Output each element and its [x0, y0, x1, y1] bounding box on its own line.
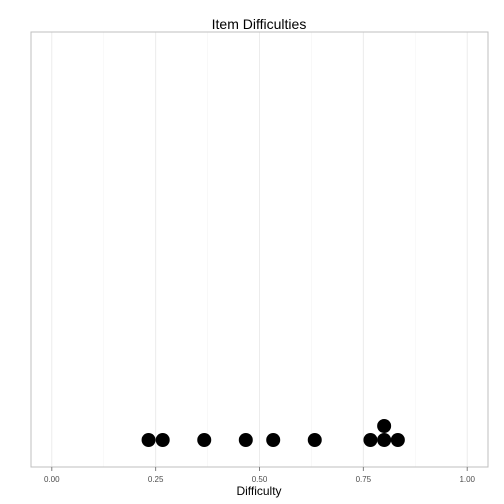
x-tick-label: 0.25 [148, 475, 164, 484]
x-tick-label: 1.00 [459, 475, 475, 484]
data-point [377, 419, 392, 433]
data-point [238, 433, 253, 447]
data-point [390, 433, 405, 447]
x-axis: 0.00 0.25 0.50 0.75 1.00 [44, 467, 476, 484]
data-point [266, 433, 281, 447]
x-tick-label: 0.00 [44, 475, 60, 484]
x-axis-label: Difficulty [236, 484, 281, 498]
data-point [141, 433, 156, 447]
data-points [141, 419, 405, 447]
x-tick-label: 0.50 [252, 475, 268, 484]
data-point [363, 433, 378, 447]
x-tick-label: 0.75 [356, 475, 372, 484]
chart-title: Item Difficulties [212, 16, 307, 32]
data-point [377, 433, 392, 447]
data-point [307, 433, 322, 447]
grid-lines [51, 32, 468, 467]
data-point [155, 433, 170, 447]
data-point [197, 433, 212, 447]
